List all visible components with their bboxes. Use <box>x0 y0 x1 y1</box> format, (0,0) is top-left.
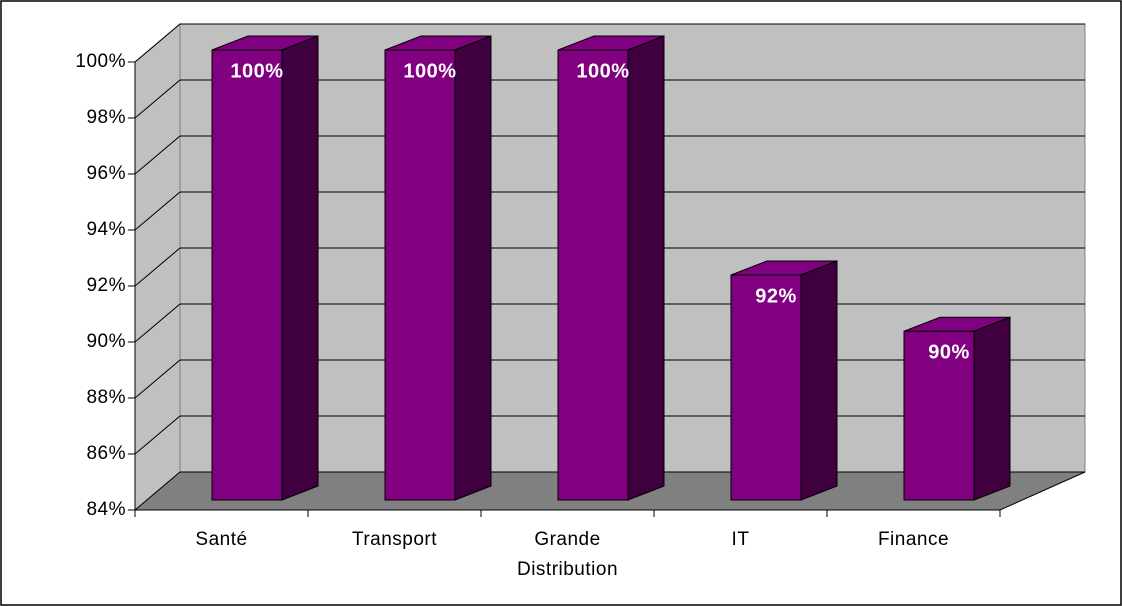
bar <box>211 49 283 501</box>
value-label: 92% <box>755 285 797 307</box>
grid-line <box>134 247 1085 287</box>
y-tick-label: 90% <box>86 331 126 352</box>
grid-line <box>134 23 1085 63</box>
y-tick-label: 94% <box>86 219 126 240</box>
bar-side <box>454 35 492 501</box>
y-tick-label: 88% <box>86 387 126 408</box>
value-label: 100% <box>230 60 283 82</box>
bar-side <box>973 316 1011 501</box>
x-tick-label: Santé <box>195 529 247 550</box>
grid-line <box>134 135 1085 175</box>
y-tick-label: 92% <box>86 275 126 296</box>
x-tick-label: Transport <box>352 529 437 550</box>
grid-line <box>134 79 1085 119</box>
bar <box>730 274 802 501</box>
bar-side <box>281 35 319 501</box>
x-tick-label: Finance <box>878 529 949 550</box>
value-label: 90% <box>928 342 970 364</box>
bar <box>557 49 629 501</box>
bar-side <box>800 260 838 501</box>
y-tick-label: 86% <box>86 443 126 464</box>
y-tick-label: 98% <box>86 107 126 128</box>
value-label: 100% <box>576 60 629 82</box>
y-tick-label: 84% <box>86 499 126 520</box>
y-tick-label: 100% <box>75 51 126 72</box>
bar-side <box>627 35 665 501</box>
x-tick-label: IT <box>732 529 750 550</box>
value-label: 100% <box>403 60 456 82</box>
bar <box>903 330 975 501</box>
x-tick-label-line: Distribution <box>517 559 618 580</box>
x-tick-label-line: Grande <box>534 529 600 550</box>
bar <box>384 49 456 501</box>
x-tick-label: Grande Distribution <box>517 529 618 580</box>
y-tick-label: 96% <box>86 163 126 184</box>
grid-line <box>134 191 1085 231</box>
